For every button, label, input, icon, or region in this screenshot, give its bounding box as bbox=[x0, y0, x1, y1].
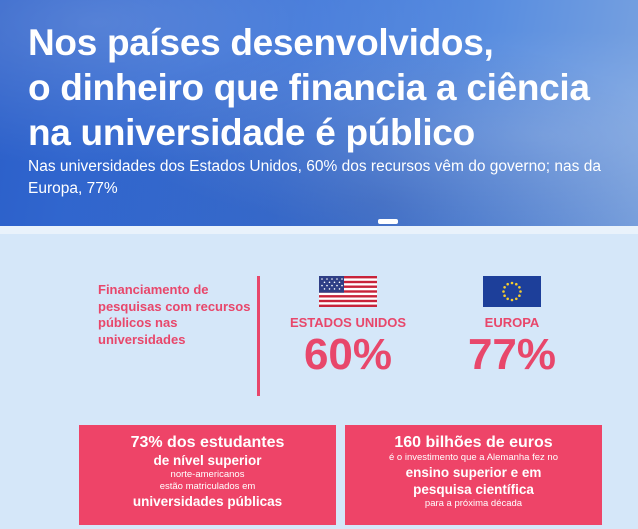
us-percentage: 60% bbox=[303, 330, 393, 379]
eu-country-label: EUROPA bbox=[484, 315, 540, 330]
students-origin: norte-americanos bbox=[170, 469, 245, 480]
page-subtitle: Nas universidades dos Estados Unidos, 60… bbox=[28, 158, 601, 197]
students-level: de nível superior bbox=[153, 453, 262, 468]
us-country-label: ESTADOS UNIDOS bbox=[289, 315, 407, 330]
investment-headline: 160 bilhões de euros bbox=[394, 434, 553, 451]
title-line-3: na universidade é público bbox=[28, 112, 475, 153]
eu-flag-icon bbox=[483, 276, 541, 307]
students-headline: 73% dos estudantes bbox=[130, 434, 285, 451]
eu-percentage: 77% bbox=[467, 330, 557, 379]
title-line-2: o dinheiro que financia a ciência bbox=[28, 67, 590, 108]
us-flag-icon bbox=[319, 276, 377, 307]
separator-strip bbox=[0, 226, 638, 234]
students-public-universities: universidades públicas bbox=[132, 494, 283, 509]
funding-label: Financiamento de pesquisas com recursos … bbox=[98, 282, 251, 347]
investment-higher-education: ensino superior e em bbox=[405, 465, 542, 480]
students-enrolled: estão matriculados em bbox=[159, 481, 256, 492]
vertical-divider bbox=[257, 276, 260, 396]
students-card: 73% dos estudantes de nível superior nor… bbox=[79, 425, 336, 525]
title-line-1: Nos países desenvolvidos, bbox=[28, 22, 494, 63]
investment-description: é o investimento que a Alemanha fez no bbox=[388, 452, 558, 463]
page-title: Nos países desenvolvidos, o dinheiro que… bbox=[28, 20, 590, 155]
investment-research: pesquisa científica bbox=[413, 482, 534, 497]
investment-period: para a próxima década bbox=[424, 498, 523, 509]
hero-banner: Nos países desenvolvidos, o dinheiro que… bbox=[0, 0, 638, 226]
slider-indicator[interactable] bbox=[378, 219, 398, 224]
investment-card: 160 bilhões de euros é o investimento qu… bbox=[345, 425, 602, 525]
